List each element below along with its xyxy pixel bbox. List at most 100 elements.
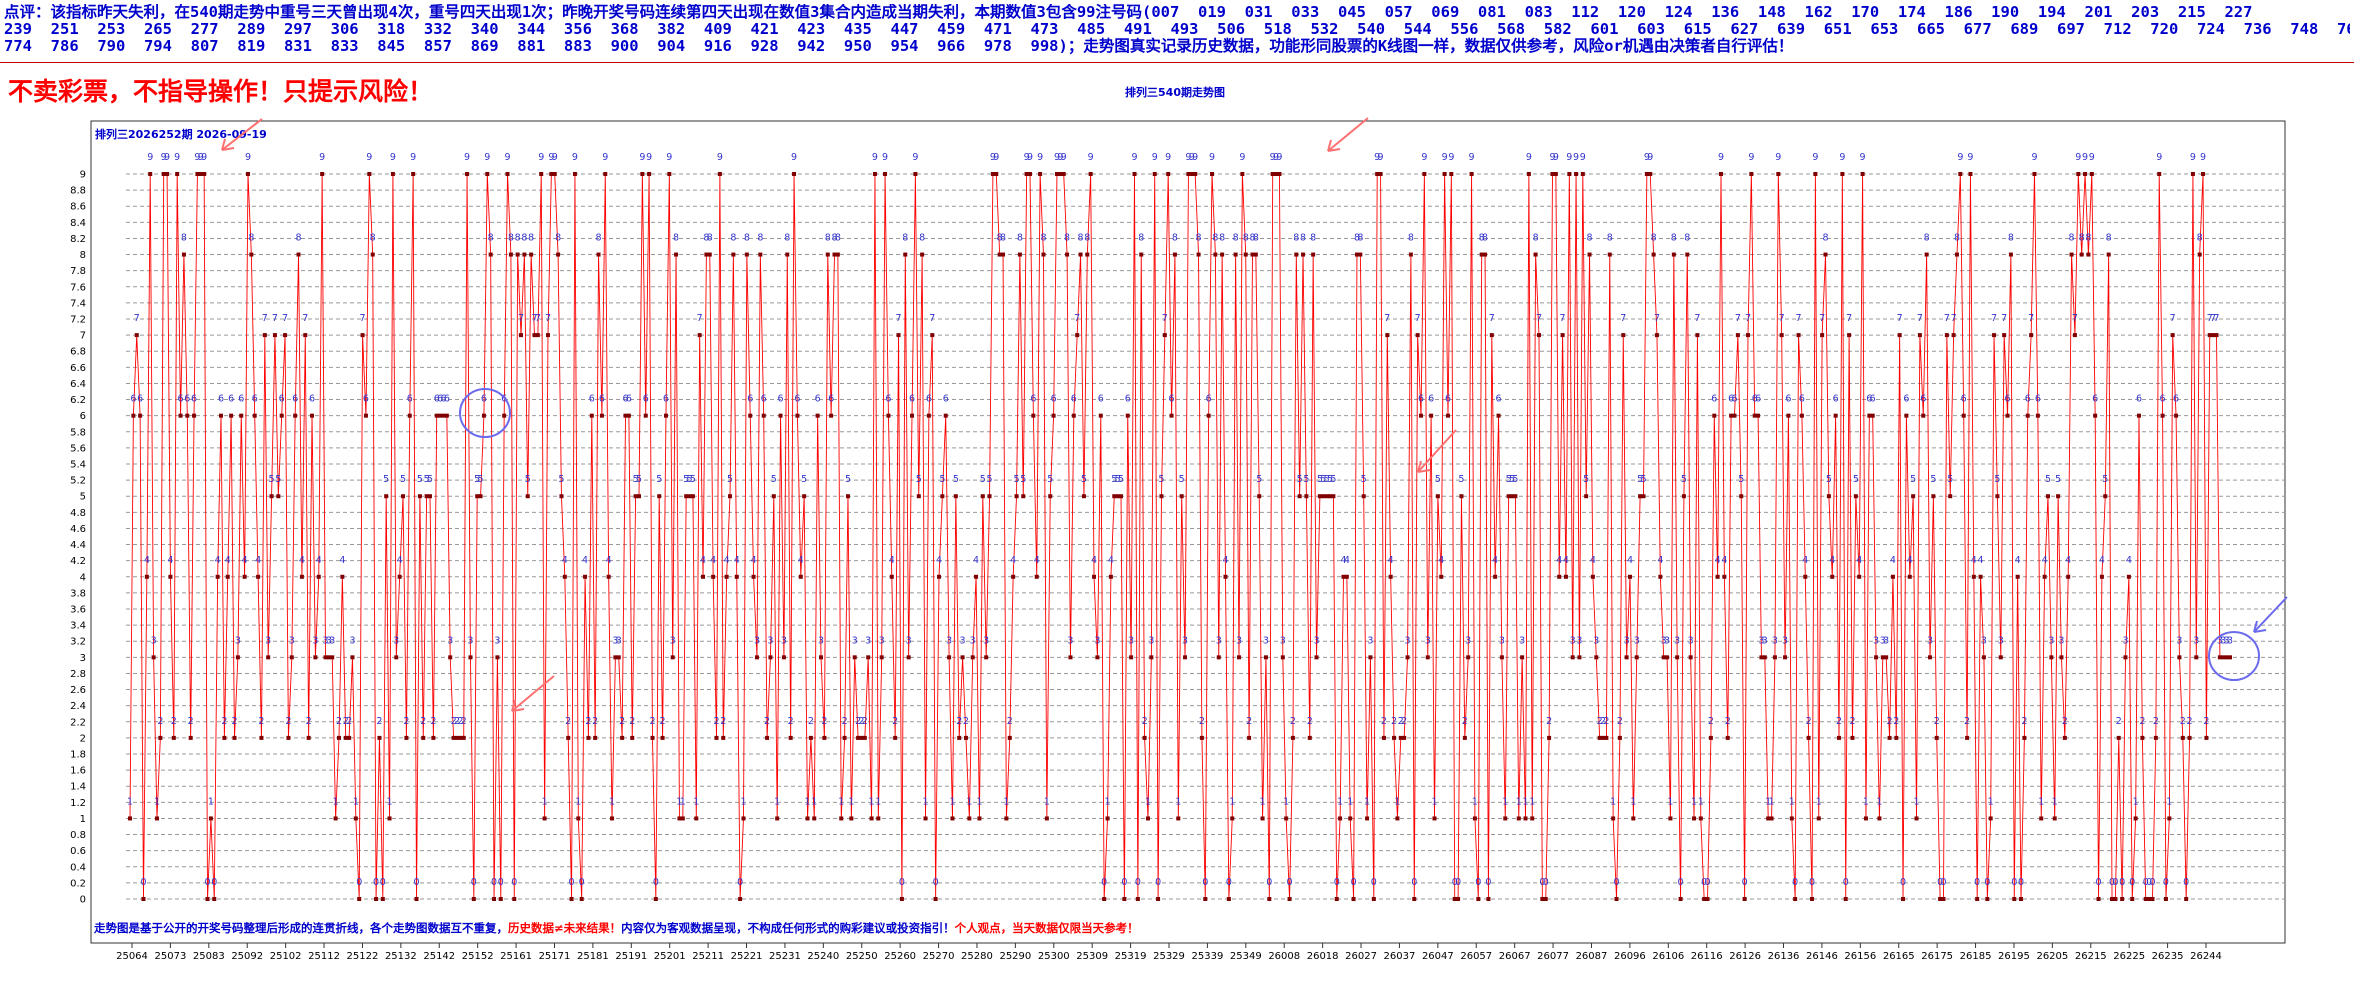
data-label: 0 xyxy=(1121,877,1127,888)
data-point xyxy=(1392,735,1397,740)
data-label: 6 xyxy=(2005,394,2011,405)
data-label: 6 xyxy=(2160,394,2166,405)
x-tick-label: 25349 xyxy=(1230,951,1262,962)
data-label: 6 xyxy=(1030,394,1036,405)
data-label: 6 xyxy=(228,394,234,405)
data-point xyxy=(1503,816,1508,821)
data-label: 3 xyxy=(1128,635,1134,646)
data-label: 9 xyxy=(1647,152,1653,163)
data-point xyxy=(1375,172,1380,176)
data-label: 2 xyxy=(660,716,666,727)
data-point xyxy=(1004,816,1009,821)
data-point xyxy=(2099,574,2104,579)
data-label: 9 xyxy=(2190,152,2196,163)
data-point xyxy=(1968,172,1973,176)
footer-note: 走势图是基于公开的开奖号码整理后形成的连贯折线，各个走势图数据互不重复，历史数据… xyxy=(93,921,1139,935)
data-point xyxy=(620,735,625,740)
data-label: 6 xyxy=(1785,394,1791,405)
data-point xyxy=(1681,494,1686,499)
data-label: 8 xyxy=(1354,233,1360,244)
data-point xyxy=(1820,333,1825,338)
data-point xyxy=(1108,574,1113,579)
data-point xyxy=(2086,252,2091,257)
data-point xyxy=(424,494,429,499)
data-point xyxy=(330,655,335,660)
data-label: 9 xyxy=(1566,152,1572,163)
data-label: 3 xyxy=(879,635,885,646)
y-tick-label: 6.2 xyxy=(70,395,86,406)
data-label: 6 xyxy=(252,394,258,405)
y-tick-label: 1.6 xyxy=(70,766,86,777)
data-label: 2 xyxy=(1708,716,1714,727)
data-point xyxy=(1317,494,1322,499)
data-point xyxy=(279,413,284,418)
data-label: 1 xyxy=(949,796,955,807)
data-label: 1 xyxy=(333,796,339,807)
data-point xyxy=(2056,494,2061,499)
data-point xyxy=(2083,172,2088,176)
data-point xyxy=(539,172,544,176)
data-label: 4 xyxy=(1590,555,1596,566)
data-label: 9 xyxy=(1152,152,1158,163)
data-label: 4 xyxy=(798,555,804,566)
data-label: 5 xyxy=(1738,474,1744,485)
annotation-arrow xyxy=(1417,429,1457,473)
data-label: 9 xyxy=(1185,152,1191,163)
data-label: 1 xyxy=(1610,796,1616,807)
data-label: 2 xyxy=(713,716,719,727)
data-point xyxy=(1456,897,1461,901)
data-point xyxy=(441,413,446,418)
data-point xyxy=(1236,655,1241,660)
data-label: 4 xyxy=(242,555,248,566)
data-label: 8 xyxy=(1078,233,1084,244)
data-label: 5 xyxy=(727,474,733,485)
data-point xyxy=(1024,172,1029,176)
y-tick-label: 7.8 xyxy=(70,266,86,277)
data-point xyxy=(461,735,466,740)
data-point xyxy=(2187,735,2192,740)
data-label: 8 xyxy=(1253,233,1259,244)
data-label: 6 xyxy=(1961,394,1967,405)
data-label: 2 xyxy=(619,716,625,727)
data-label: 5 xyxy=(1330,474,1336,485)
data-point xyxy=(525,494,530,499)
data-label: 1 xyxy=(2166,796,2172,807)
data-point xyxy=(1830,574,1835,579)
data-point xyxy=(448,655,453,660)
data-label: 7 xyxy=(282,313,288,324)
data-label: 3 xyxy=(2224,635,2230,646)
data-label: 4 xyxy=(1563,555,1569,566)
data-label: 8 xyxy=(1064,233,1070,244)
data-point xyxy=(1786,413,1791,418)
data-label: 7 xyxy=(1846,313,1852,324)
data-label: 4 xyxy=(973,555,979,566)
data-label: 4 xyxy=(1010,555,1016,566)
data-point xyxy=(697,333,702,338)
data-point xyxy=(1884,655,1889,660)
data-label: 1 xyxy=(848,796,854,807)
data-point xyxy=(1762,655,1767,660)
data-label: 4 xyxy=(1438,555,1444,566)
data-label: 6 xyxy=(440,394,446,405)
x-axis: 25064 25073 25083 25092 25102 25112 25122 25132… xyxy=(116,943,2222,962)
data-label: 6 xyxy=(1418,394,1424,405)
data-point xyxy=(2012,897,2017,901)
data-point xyxy=(1041,252,1046,257)
data-point xyxy=(306,735,311,740)
data-point xyxy=(1274,172,1279,176)
data-point xyxy=(866,655,871,660)
data-label: 9 xyxy=(1057,152,1063,163)
x-tick-label: 26096 xyxy=(1614,951,1646,962)
data-label: 7 xyxy=(262,313,268,324)
data-point xyxy=(1941,897,1946,901)
data-label: 3 xyxy=(1674,635,1680,646)
data-label: 3 xyxy=(1499,635,1505,646)
y-tick-label: 0.4 xyxy=(70,862,86,873)
data-label: 3 xyxy=(329,635,335,646)
data-point xyxy=(1624,655,1629,660)
data-label: 9 xyxy=(147,152,153,163)
data-label: 8 xyxy=(1212,233,1218,244)
data-point xyxy=(630,735,635,740)
data-label: 2 xyxy=(585,716,591,727)
data-label: 0 xyxy=(653,877,659,888)
